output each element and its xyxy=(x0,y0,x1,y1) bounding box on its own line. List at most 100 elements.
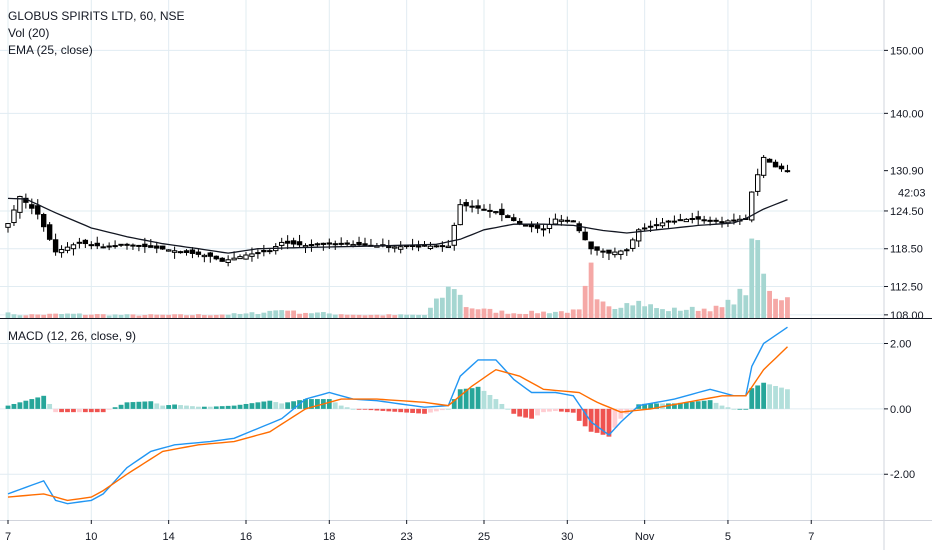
macd-histogram-bar xyxy=(59,408,64,413)
signal-line xyxy=(7,346,788,502)
candle-body xyxy=(88,244,94,247)
macd-histogram-bar xyxy=(5,405,11,409)
candle-body xyxy=(677,219,684,222)
macd-histogram-bar xyxy=(368,408,374,411)
volume-bar xyxy=(767,290,772,318)
time-tick-label: 18 xyxy=(323,531,335,543)
candle-body xyxy=(76,241,83,244)
volume-bar xyxy=(297,313,302,318)
candle-body xyxy=(201,254,208,258)
candle-body xyxy=(398,246,404,250)
candle-body xyxy=(171,250,178,253)
candle-body xyxy=(231,257,237,261)
volume-bar xyxy=(725,299,731,318)
macd-histogram-bar xyxy=(731,408,737,410)
volume-bar xyxy=(582,285,588,318)
volume-bar xyxy=(535,313,540,318)
volume-bar xyxy=(136,315,142,318)
candle-body xyxy=(755,174,761,192)
price-tick-label: 124.50 xyxy=(890,206,924,218)
macd-histogram-bar xyxy=(374,408,380,411)
macd-histogram-bar xyxy=(71,408,76,413)
candle-body xyxy=(564,219,570,222)
macd-histogram-bar xyxy=(219,406,225,409)
macd-histogram-bar xyxy=(243,403,249,409)
chart-title[interactable]: GLOBUS SPIRITS LTD, 60, NSE xyxy=(8,9,185,23)
volume-bar xyxy=(612,308,618,318)
volume-bar xyxy=(779,300,784,318)
candle-body xyxy=(386,245,392,249)
volume-bar xyxy=(77,313,82,318)
volume-bar xyxy=(5,312,11,318)
macd-histogram-bar xyxy=(362,408,368,410)
ema-legend[interactable]: EMA (25, close) xyxy=(8,43,93,57)
macd-histogram-bar xyxy=(94,408,100,413)
volume-bar xyxy=(53,313,58,318)
volume-bar xyxy=(23,315,29,318)
volume-bar xyxy=(380,315,386,318)
macd-histogram-bar xyxy=(749,388,755,409)
volume-bar xyxy=(148,314,154,318)
macd-histogram-bar xyxy=(88,408,94,413)
candle-body xyxy=(457,204,463,226)
volume-bar xyxy=(154,314,160,318)
candle-body xyxy=(719,221,725,224)
volume-bar xyxy=(606,306,612,318)
time-tick-label: 7 xyxy=(5,531,11,543)
macd-line xyxy=(7,326,788,505)
macd-histogram-bar xyxy=(124,402,130,409)
volume-bar xyxy=(326,313,332,318)
volume-bar xyxy=(773,298,778,318)
macd-histogram-bar xyxy=(17,402,23,409)
candle-body xyxy=(594,246,600,251)
time-tick-label: 25 xyxy=(478,531,490,543)
macd-histogram-bar xyxy=(677,402,683,409)
volume-bar xyxy=(41,314,47,318)
candle-body xyxy=(778,165,785,170)
candle-body xyxy=(713,219,719,222)
price-candles[interactable] xyxy=(5,155,791,267)
candle-body xyxy=(475,205,481,209)
volume-bar xyxy=(184,315,189,318)
macd-histogram-bar xyxy=(332,402,338,409)
volume-bar xyxy=(88,314,94,318)
volume-legend[interactable]: Vol (20) xyxy=(8,26,50,40)
macd-histogram-bar xyxy=(737,408,743,410)
volume-bar xyxy=(166,314,172,318)
macd-histogram-bar xyxy=(434,408,439,412)
candle-body xyxy=(362,243,368,246)
volume-bar xyxy=(463,307,469,318)
volume-bar xyxy=(332,314,338,318)
volume-bar xyxy=(594,299,600,318)
macd-histogram-bar xyxy=(154,403,160,409)
volume-bar xyxy=(553,311,558,318)
candle-body xyxy=(237,256,243,260)
macd-histogram-bar xyxy=(255,402,261,409)
volume-bar xyxy=(755,240,761,318)
candle-body xyxy=(344,242,350,245)
macd-histogram-bar xyxy=(166,405,172,409)
volume-bar xyxy=(17,315,23,318)
volume-bar xyxy=(124,314,130,318)
volume-bar xyxy=(309,313,314,318)
candle-body xyxy=(100,246,106,249)
macd-histogram xyxy=(5,382,790,437)
candle-body xyxy=(612,251,618,256)
macd-histogram-bar xyxy=(267,400,273,409)
volume-bar xyxy=(481,308,487,318)
macd-histogram-bar xyxy=(184,405,189,409)
macd-histogram-bar xyxy=(439,408,445,411)
candle-body xyxy=(219,257,225,262)
macd-tick-label: 0.00 xyxy=(890,404,911,416)
candle-body xyxy=(731,219,737,222)
volume-bar xyxy=(320,312,326,318)
volume-bar xyxy=(576,309,582,318)
macd-histogram-bar xyxy=(779,387,784,409)
macd-legend[interactable]: MACD (12, 26, close, 9) xyxy=(8,329,137,343)
candle-body xyxy=(70,244,77,250)
volume-bar xyxy=(785,297,790,318)
volume-bar xyxy=(719,307,725,318)
macd-histogram-bar xyxy=(261,401,267,409)
